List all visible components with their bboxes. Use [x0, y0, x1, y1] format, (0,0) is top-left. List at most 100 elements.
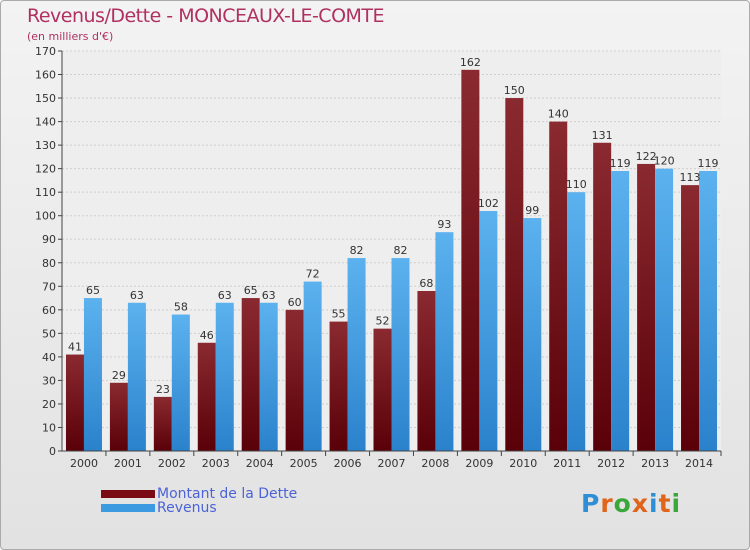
legend-label-revenus: Revenus [157, 500, 217, 516]
bar-dette [593, 142, 612, 451]
y-tick-label: 160 [35, 69, 56, 82]
data-label-dette: 55 [332, 308, 346, 321]
data-label-revenus: 63 [262, 289, 276, 302]
data-label-dette: 52 [376, 315, 390, 328]
x-tick-label: 2014 [685, 457, 713, 470]
y-tick-label: 50 [42, 327, 56, 340]
data-label-revenus: 63 [130, 289, 144, 302]
y-tick-label: 10 [42, 421, 56, 434]
data-label-revenus: 119 [610, 157, 631, 170]
data-label-dette: 41 [68, 341, 82, 354]
data-label-dette: 60 [288, 296, 302, 309]
data-label-dette: 46 [200, 329, 214, 342]
bar-dette [153, 396, 172, 451]
bars [65, 69, 718, 452]
data-label-dette: 131 [592, 129, 613, 142]
y-tick-label: 20 [42, 398, 56, 411]
bar-dette [109, 382, 128, 451]
data-label-dette: 122 [636, 150, 657, 163]
data-label-revenus: 72 [306, 268, 320, 281]
logo-letter: i [671, 489, 682, 518]
legend-swatch-revenus [101, 504, 155, 512]
y-tick-label: 40 [42, 351, 56, 364]
x-tick-label: 2007 [378, 457, 406, 470]
bar-dette [461, 69, 480, 451]
y-tick-label: 110 [35, 186, 56, 199]
data-label-revenus: 63 [218, 289, 232, 302]
bar-dette [549, 121, 568, 452]
y-tick-label: 30 [42, 374, 56, 387]
y-tick-label: 0 [49, 445, 56, 458]
data-label-dette: 150 [504, 84, 525, 97]
y-tick-label: 120 [35, 163, 56, 176]
bar-dette [417, 291, 436, 451]
data-label-revenus: 110 [566, 178, 587, 191]
data-label-dette: 29 [112, 369, 126, 382]
x-tick-label: 2009 [465, 457, 493, 470]
x-tick-label: 2005 [290, 457, 318, 470]
data-label-dette: 113 [680, 171, 701, 184]
bar-revenus [699, 171, 718, 451]
x-tick-label: 2008 [421, 457, 449, 470]
y-tick-label: 130 [35, 139, 56, 152]
bar-revenus [83, 298, 102, 451]
logo-letter: r [600, 489, 614, 518]
legend: Montant de la Dette Revenus [101, 486, 297, 516]
logo-letter: t [658, 489, 672, 518]
chart-subtitle: (en milliers d'€) [27, 30, 114, 43]
bar-dette [505, 98, 524, 451]
legend-swatch-dette [101, 490, 155, 498]
bar-revenus [435, 232, 454, 451]
bar-revenus [215, 302, 234, 451]
proxiti-logo: Proxiti [581, 489, 681, 518]
data-label-dette: 68 [419, 277, 433, 290]
x-tick-label: 2003 [202, 457, 230, 470]
bar-dette [241, 298, 260, 451]
data-label-dette: 140 [548, 108, 569, 121]
data-label-dette: 23 [156, 383, 170, 396]
data-label-revenus: 119 [698, 157, 719, 170]
bar-revenus [567, 192, 586, 452]
logo-letter: i [649, 489, 659, 518]
axes: 0 10 20 30 40 50 60 70 80 90 100 110 120 130 140 150 160… [35, 45, 722, 470]
logo-letter: x [631, 489, 649, 518]
x-tick-label: 2011 [553, 457, 581, 470]
bar-revenus [127, 302, 146, 451]
bar-dette [637, 163, 656, 452]
bar-dette [329, 321, 348, 451]
logo-letter: P [581, 489, 601, 518]
bar-revenus [347, 258, 366, 451]
bar-revenus [611, 171, 630, 451]
data-label-dette: 162 [460, 56, 481, 69]
y-tick-label: 170 [35, 45, 56, 58]
legend-item-dette: Montant de la Dette [101, 486, 297, 502]
bar-dette [285, 309, 304, 451]
bar-dette [65, 354, 84, 451]
bar-dette [681, 185, 700, 451]
x-tick-label: 2004 [246, 457, 274, 470]
data-label-revenus: 102 [478, 197, 499, 210]
data-labels: 41 65 29 63 23 58 46 63 65 63 60 72 55 82 52 82 68 93 162 1… [68, 56, 719, 396]
x-tick-label: 2000 [70, 457, 98, 470]
y-tick-label: 80 [42, 257, 56, 270]
x-tick-label: 2001 [114, 457, 142, 470]
data-label-revenus: 99 [525, 204, 539, 217]
y-tick-label: 60 [42, 304, 56, 317]
data-label-revenus: 93 [437, 218, 451, 231]
logo-letter: o [613, 489, 632, 518]
data-label-revenus: 58 [174, 301, 188, 314]
y-tick-label: 140 [35, 116, 56, 129]
bar-revenus [523, 218, 542, 451]
y-tick-label: 100 [35, 210, 56, 223]
x-tick-label: 2010 [509, 457, 537, 470]
legend-item-revenus: Revenus [101, 500, 297, 516]
x-tick-label: 2012 [597, 457, 625, 470]
bar-revenus [479, 211, 498, 451]
x-tick-label: 2002 [158, 457, 186, 470]
bar-revenus [655, 168, 674, 451]
bar-revenus [391, 258, 410, 451]
y-tick-label: 150 [35, 92, 56, 105]
bar-revenus [259, 302, 278, 451]
data-label-revenus: 82 [350, 244, 364, 257]
